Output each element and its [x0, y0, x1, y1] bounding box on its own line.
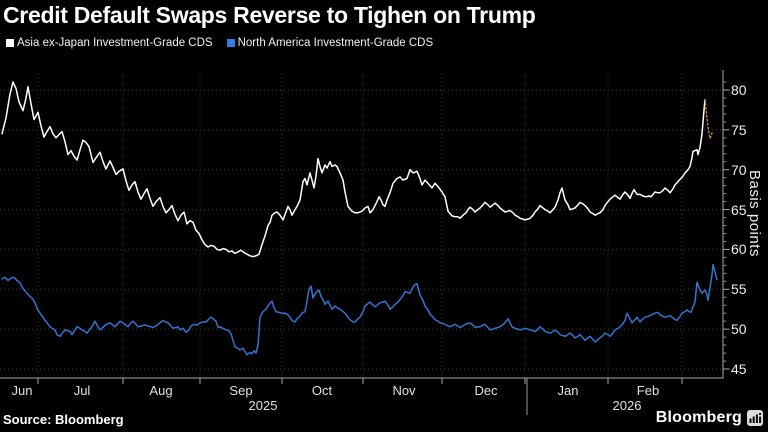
source-credit: Source: Bloomberg: [3, 412, 124, 427]
y-axis-label: Basis points: [746, 170, 763, 257]
asia-latest-dotted-line: [704, 98, 713, 140]
chart-legend: Asia ex-Japan Investment-Grade CDS North…: [6, 37, 433, 49]
chart-title: Credit Default Swaps Reverse to Tighen o…: [3, 2, 536, 28]
asia-series-swatch-icon: [6, 39, 14, 47]
north-america-series-swatch-icon: [226, 39, 235, 47]
bloomberg-brand: Bloomberg: [656, 409, 763, 427]
legend-label-north-america: North America Investment-Grade CDS: [237, 37, 434, 49]
axis-frame: [0, 70, 724, 379]
legend-item-north-america: North America Investment-Grade CDS: [226, 37, 434, 49]
bloomberg-logo-icon: [747, 410, 763, 426]
asia-cds-line: [1, 81, 706, 258]
north-america-cds-line: [1, 263, 718, 356]
legend-label-asia: Asia ex-Japan Investment-Grade CDS: [17, 37, 213, 49]
bloomberg-wordmark: Bloomberg: [655, 409, 742, 426]
legend-item-asia: Asia ex-Japan Investment-Grade CDS: [6, 37, 213, 49]
